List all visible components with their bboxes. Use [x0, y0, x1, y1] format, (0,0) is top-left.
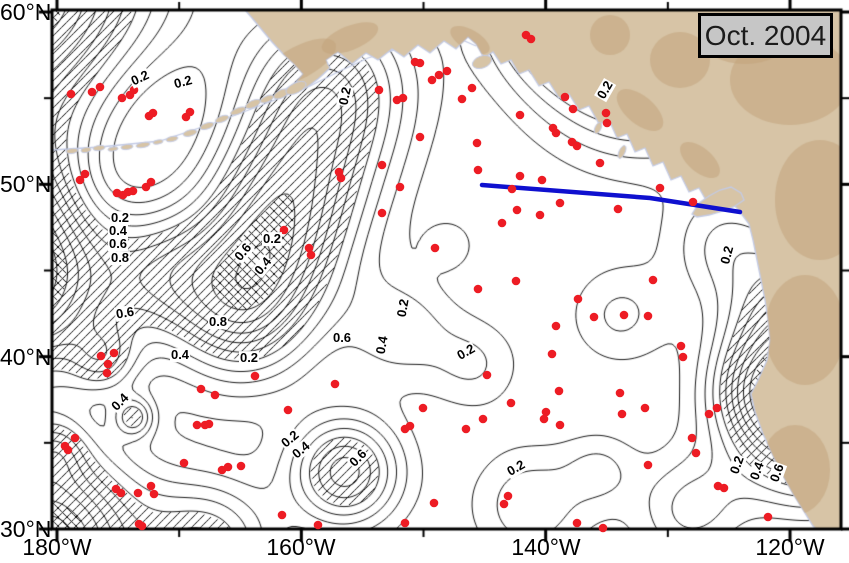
contour-label: 0.2 [238, 350, 260, 366]
lat-label-30n: 30°N [0, 516, 52, 542]
date-label-box: Oct. 2004 [698, 13, 833, 58]
contour-label: 0.6 [107, 236, 129, 252]
contour-label: 0.6 [113, 303, 137, 322]
date-label: Oct. 2004 [704, 20, 827, 51]
lat-label-60n: 60°N [0, 0, 52, 25]
lon-label-120w: 120°W [755, 534, 825, 560]
lon-label-180w: 180°W [22, 534, 92, 560]
contour-label: 0.4 [169, 347, 191, 363]
lon-label-140w: 140°W [511, 534, 581, 560]
contour-label: 0.4 [372, 333, 391, 357]
contour-label: 0.8 [207, 314, 229, 330]
contour-label: 0.4 [107, 223, 129, 239]
lon-label-160w: 160°W [266, 534, 336, 560]
lat-label-40n: 40°N [0, 344, 52, 370]
contour-label: 0.2 [109, 210, 131, 226]
contour-label: 0.2 [393, 296, 412, 320]
contour-label: 0.8 [109, 250, 131, 266]
contour-label: 0.2 [261, 231, 283, 247]
lat-label-50n: 50°N [0, 171, 52, 197]
contour-label: 0.6 [331, 330, 353, 346]
